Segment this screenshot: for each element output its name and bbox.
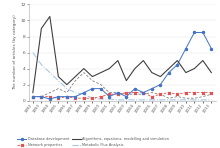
Legend: Database development, Network properties, Software development, Algorithms, equa: Database development, Network properties… [17, 137, 169, 148]
Y-axis label: The number of articles (by category): The number of articles (by category) [14, 15, 18, 90]
